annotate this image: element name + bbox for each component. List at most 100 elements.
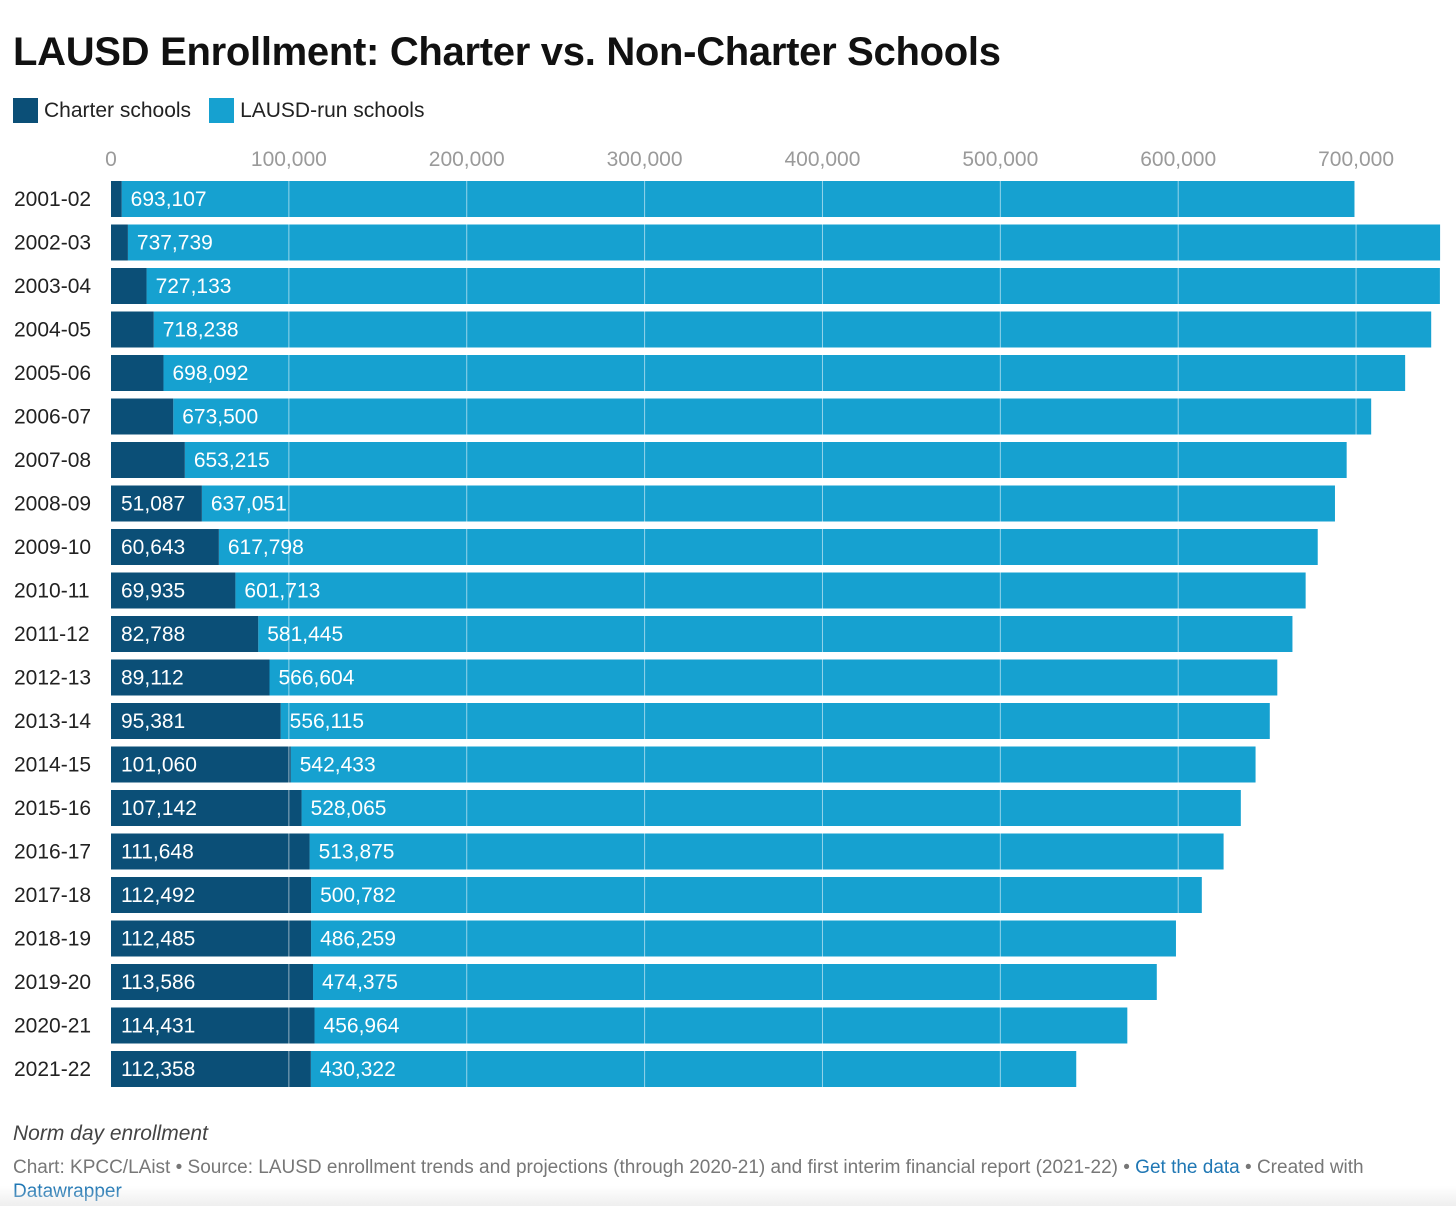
data-label-lausd-run-2008-09: 637,051 [211, 493, 287, 516]
get-the-data-link[interactable]: Get the data [1135, 1157, 1240, 1178]
data-label-lausd-run-2010-11: 601,713 [244, 580, 320, 603]
legend-item-charter: Charter schools [13, 98, 191, 123]
bar-lausd-run-schools-2012-13 [269, 659, 1278, 696]
bar-lausd-run-schools-2011-12 [258, 616, 1293, 652]
category-label-2020-21: 2020-21 [14, 1015, 91, 1038]
data-label-lausd-run-2014-15: 542,433 [300, 754, 376, 777]
bar-lausd-run-schools-2005-06 [163, 355, 1406, 391]
data-label-lausd-run-2016-17: 513,875 [319, 841, 395, 864]
x-tick-label: 600,000 [1140, 148, 1216, 171]
bar-charter-schools-2012-13 [111, 659, 270, 696]
bar-lausd-run-schools-2001-02 [121, 181, 1355, 217]
x-tick-label: 400,000 [785, 148, 861, 171]
data-label-charter-2010-11: 69,935 [121, 580, 185, 603]
bar-lausd-run-schools-2021-22 [310, 1051, 1077, 1087]
bar-charter-schools-2005-06 [111, 355, 164, 391]
category-label-2017-18: 2017-18 [14, 884, 91, 907]
data-label-lausd-run-2018-19: 486,259 [320, 928, 396, 951]
x-tick-label: 700,000 [1318, 148, 1394, 171]
x-tick-label: 0 [105, 148, 117, 171]
bar-charter-schools-2014-15 [111, 746, 291, 783]
data-label-lausd-run-2021-22: 430,322 [320, 1058, 396, 1081]
category-label-2001-02: 2001-02 [14, 188, 91, 211]
footer-source: Chart: KPCC/LAist • Source: LAUSD enroll… [13, 1157, 1130, 1178]
category-label-2002-03: 2002-03 [14, 232, 91, 255]
bar-lausd-run-schools-2002-03 [127, 224, 1441, 261]
legend-item-lausd-run: LAUSD-run schools [209, 98, 424, 123]
category-label-2009-10: 2009-10 [14, 536, 91, 559]
category-label-2004-05: 2004-05 [14, 319, 91, 342]
data-label-lausd-run-2019-20: 474,375 [322, 971, 398, 994]
x-tick-label: 500,000 [962, 148, 1038, 171]
datawrapper-link[interactable]: Datawrapper [13, 1181, 122, 1202]
data-label-charter-2018-19: 112,485 [121, 928, 195, 951]
bar-charter-schools-2001-02 [111, 181, 122, 217]
category-label-2005-06: 2005-06 [14, 362, 91, 385]
data-label-lausd-run-2002-03: 737,739 [137, 232, 213, 255]
x-tick-label: 200,000 [429, 148, 505, 171]
category-label-2012-13: 2012-13 [14, 667, 91, 690]
bar-charter-schools-2004-05 [111, 311, 154, 348]
bar-charter-schools-2007-08 [111, 442, 185, 478]
legend-swatch-lausd-run [209, 98, 235, 123]
data-label-charter-2017-18: 112,492 [121, 884, 195, 907]
category-label-2010-11: 2010-11 [14, 580, 90, 603]
x-axis-ticks: 0 100,000 200,000 300,000 400,000 500,000 600,… [105, 148, 1394, 171]
legend: Charter schools LAUSD-run schools [13, 98, 442, 123]
bar-charter-schools-2009-10 [111, 529, 219, 565]
category-label-2021-22: 2021-22 [14, 1058, 91, 1081]
bar-lausd-run-schools-2010-11 [235, 572, 1306, 609]
bar-lausd-run-schools-2016-17 [309, 833, 1224, 870]
data-label-charter-2012-13: 89,112 [121, 667, 184, 690]
data-label-lausd-run-2013-14: 556,115 [290, 710, 364, 733]
data-label-lausd-run-2006-07: 673,500 [182, 406, 258, 429]
bar-lausd-run-schools-2013-14 [280, 703, 1270, 739]
bar-charter-schools-2008-09 [111, 485, 202, 522]
category-label-2007-08: 2007-08 [14, 449, 91, 472]
data-label-lausd-run-2017-18: 500,782 [320, 884, 396, 907]
data-label-lausd-run-2004-05: 718,238 [163, 319, 239, 342]
category-label-2006-07: 2006-07 [14, 406, 91, 429]
gridlines [288, 177, 1357, 1091]
legend-label-charter: Charter schools [44, 98, 192, 122]
bar-lausd-run-schools-2004-05 [153, 311, 1432, 348]
data-label-charter-2016-17: 111,648 [121, 841, 194, 864]
category-labels: 2001-02 2002-03 2003-04 2004-05 2005-06 2006-… [14, 188, 91, 1081]
bar-lausd-run-schools-2018-19 [311, 920, 1176, 957]
data-label-charter-2008-09: 51,087 [121, 493, 185, 516]
bar-lausd-run-schools-2019-20 [313, 964, 1157, 1000]
category-label-2011-12: 2011-12 [14, 623, 90, 646]
category-label-2019-20: 2019-20 [14, 971, 91, 994]
bar-lausd-run-schools-2003-04 [146, 268, 1440, 304]
bar-charter-schools-2002-03 [111, 224, 128, 261]
data-labels: 693,107 737,739 727,133 718,238 698,092 673,5… [121, 188, 400, 1081]
data-label-lausd-run-2011-12: 581,445 [267, 623, 343, 646]
data-label-lausd-run-2015-16: 528,065 [311, 797, 387, 820]
data-label-charter-2019-20: 113,586 [121, 971, 195, 994]
category-label-2003-04: 2003-04 [14, 275, 91, 298]
data-label-lausd-run-2005-06: 698,092 [172, 362, 248, 385]
bar-charter-schools-2021-22 [111, 1051, 311, 1087]
bars [111, 181, 1441, 1087]
data-label-lausd-run-2020-21: 456,964 [324, 1015, 400, 1038]
bar-charter-schools-2010-11 [111, 572, 236, 609]
footer-created-with: • Created with [1245, 1157, 1364, 1178]
data-label-charter-2021-22: 112,358 [121, 1058, 195, 1081]
bar-charter-schools-2006-07 [111, 398, 174, 435]
x-tick-label: 300,000 [607, 148, 683, 171]
bar-lausd-run-schools-2009-10 [218, 529, 1318, 565]
data-label-charter-2014-15: 101,060 [121, 754, 197, 777]
data-label-lausd-run-2003-04: 727,133 [156, 275, 232, 298]
bar-charter-schools-2018-19 [111, 920, 312, 957]
bar-lausd-run-schools-2020-21 [314, 1007, 1128, 1044]
data-label-charter-2009-10: 60,643 [121, 536, 185, 559]
category-label-2008-09: 2008-09 [14, 493, 91, 516]
bar-charter-schools-2020-21 [111, 1007, 315, 1044]
bar-lausd-run-schools-2015-16 [301, 790, 1241, 826]
bar-lausd-run-schools-2006-07 [173, 398, 1372, 435]
bar-charter-schools-2015-16 [111, 790, 302, 826]
bar-lausd-run-schools-2017-18 [311, 877, 1202, 913]
data-label-lausd-run-2012-13: 566,604 [279, 667, 355, 690]
bar-charter-schools-2016-17 [111, 833, 310, 870]
chart-notes: Norm day enrollment [13, 1122, 208, 1145]
